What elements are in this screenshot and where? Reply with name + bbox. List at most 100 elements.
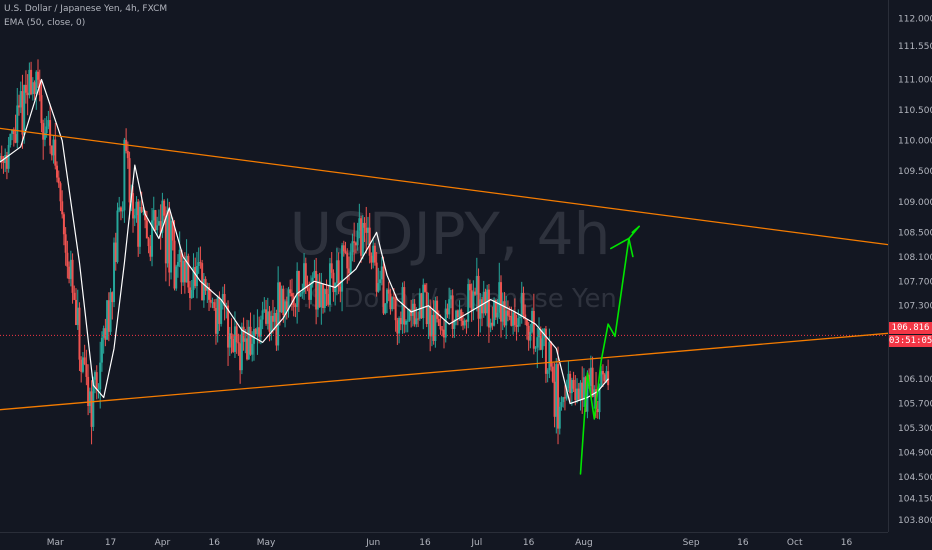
symbol-title[interactable]: U.S. Dollar / Japanese Yen, 4h, FXCM [4, 4, 168, 14]
candle [190, 279, 193, 300]
candle [603, 372, 606, 383]
candle [301, 283, 304, 299]
candle [534, 346, 537, 352]
time-tick-label: 16 [737, 538, 749, 548]
candle [368, 212, 371, 264]
candle [221, 286, 224, 310]
candle [189, 281, 192, 311]
candle [377, 267, 380, 293]
candle [102, 325, 105, 354]
candle [347, 256, 350, 281]
candle [87, 364, 90, 416]
candle [486, 284, 489, 327]
candle [83, 344, 86, 366]
candle [106, 300, 109, 340]
candle [308, 281, 311, 309]
candle [551, 362, 554, 384]
candle [137, 198, 140, 257]
candle [449, 289, 452, 309]
candle [277, 266, 280, 351]
candle [133, 208, 136, 227]
current-price-label: 106.816 [889, 322, 932, 334]
candle [360, 215, 363, 263]
candle [56, 161, 59, 183]
candle [558, 397, 561, 435]
price-tick-label: 112.000 [898, 14, 932, 24]
candle [247, 320, 250, 360]
candle [334, 282, 337, 306]
candle [69, 250, 72, 287]
candle [399, 311, 402, 331]
candle [403, 281, 406, 334]
candle [240, 322, 243, 375]
candle [325, 279, 328, 307]
candle [557, 346, 560, 445]
candle [64, 227, 67, 266]
candle [389, 288, 392, 315]
lower-trendline [0, 332, 889, 411]
candle [211, 297, 214, 309]
candle [315, 257, 318, 325]
candle [318, 272, 321, 308]
candle [7, 136, 10, 173]
candle [474, 287, 477, 296]
candle [470, 283, 473, 322]
candle [593, 385, 596, 409]
price-tick-label: 110.000 [898, 137, 932, 147]
candle [192, 253, 195, 298]
candle [544, 325, 547, 383]
candle [28, 62, 31, 99]
candle [313, 259, 316, 279]
price-tick-label: 108.500 [898, 228, 932, 238]
candle [417, 311, 420, 328]
candle [380, 257, 383, 286]
candle [40, 79, 43, 133]
candle [271, 299, 274, 334]
price-tick-label: 106.100 [898, 375, 932, 385]
candle [57, 170, 60, 188]
candle [104, 318, 107, 347]
candle [515, 314, 518, 341]
time-tick-label: Aug [575, 538, 593, 548]
candle [213, 299, 216, 311]
candle [422, 278, 425, 330]
candle [4, 148, 7, 173]
candle [145, 210, 148, 239]
candle [76, 289, 79, 330]
candle [81, 352, 84, 374]
candle [550, 341, 553, 372]
candle [344, 241, 347, 254]
candle [501, 292, 504, 331]
candle [541, 328, 544, 358]
candle [85, 349, 88, 386]
candle [173, 220, 176, 291]
candle [572, 371, 575, 393]
ema-indicator-label[interactable]: EMA (50, close, 0) [4, 18, 86, 28]
candle [354, 241, 357, 254]
candle [268, 306, 271, 342]
candle [536, 327, 539, 369]
candle [235, 322, 238, 354]
candle [142, 207, 145, 216]
candle [451, 289, 454, 338]
price-tick-label: 105.300 [898, 424, 932, 434]
candle [522, 286, 525, 320]
candle [208, 283, 211, 311]
candle [266, 297, 269, 330]
candle [525, 319, 528, 340]
candle [299, 292, 302, 297]
candle [147, 236, 150, 254]
candle [227, 300, 230, 366]
candle [576, 378, 579, 404]
time-tick-label: 16 [523, 538, 535, 548]
candle [21, 74, 24, 149]
candle [54, 122, 57, 170]
candle [228, 326, 231, 356]
candle [50, 145, 53, 161]
candle [66, 240, 69, 279]
candle [33, 80, 36, 100]
candle [121, 201, 124, 219]
candle [270, 310, 273, 341]
